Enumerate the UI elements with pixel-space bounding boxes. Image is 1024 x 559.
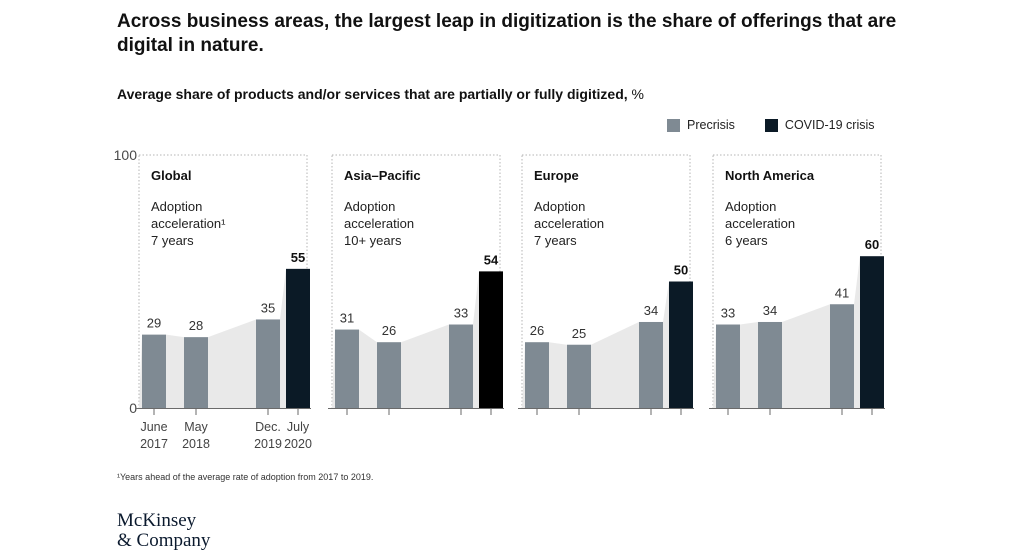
bar-value-label: 33 <box>454 306 468 321</box>
panel-2: 26 25 34 50 Europe Adoption acceleration 7 year… <box>518 154 694 415</box>
x-tick-label: 2017 <box>140 437 168 451</box>
bar-value-label: 29 <box>147 316 161 331</box>
bar-value-label: 25 <box>572 326 586 341</box>
bar-2 <box>256 319 280 408</box>
bar-2 <box>830 304 854 408</box>
bar-1 <box>377 342 401 408</box>
panel-title: Global <box>151 168 191 183</box>
panel-desc-line: 7 years <box>534 233 577 248</box>
chart-subtitle: Average share of products and/or service… <box>117 86 644 102</box>
bar-value-label: 26 <box>530 323 544 338</box>
subtitle-main: Average share of products and/or service… <box>117 86 628 102</box>
bar-1 <box>758 321 782 408</box>
x-tick-label: 2018 <box>182 437 210 451</box>
bar-1 <box>567 344 591 408</box>
x-tick-label: July <box>287 420 310 434</box>
panel-desc-line: Adoption <box>725 199 776 214</box>
panel-desc-line: Adoption <box>151 199 202 214</box>
panel-desc-line: acceleration <box>534 216 604 231</box>
logo-line-2: & Company <box>117 530 211 551</box>
x-tick-label: Dec. <box>255 420 281 434</box>
bar-value-label: 41 <box>835 285 849 300</box>
x-tick-label: May <box>184 420 208 434</box>
bar-0 <box>335 329 359 408</box>
bar-value-label: 26 <box>382 323 396 338</box>
trend-area <box>522 281 669 408</box>
panel-1: 31 26 33 54 Asia–Pacific Adoption acceleration… <box>328 154 504 415</box>
panel-title: Asia–Pacific <box>344 168 421 183</box>
chart-area: 100 0 29 28 35 55 Global Adoption acceleration¹ 7… <box>114 147 885 451</box>
bar-value-label: 31 <box>340 311 354 326</box>
legend-label-covid: COVID-19 crisis <box>784 118 875 132</box>
panel-0: 29 28 35 55 Global Adoption acceleration¹ 7 yea… <box>135 154 312 451</box>
trend-area <box>332 271 479 408</box>
panel-desc-line: Adoption <box>344 199 395 214</box>
y-tick-label-0: 0 <box>129 400 137 416</box>
panel-desc-line: Adoption <box>534 199 585 214</box>
x-tick-label: June <box>140 420 167 434</box>
bar-2 <box>639 321 663 408</box>
logo-line-1: McKinsey <box>117 510 197 531</box>
bar-3 <box>286 268 310 408</box>
bar-value-label: 33 <box>721 306 735 321</box>
bar-0 <box>525 342 549 408</box>
bar-value-label: 54 <box>484 252 499 267</box>
bar-value-label: 34 <box>763 303 777 318</box>
bar-value-label: 28 <box>189 318 203 333</box>
trend-area <box>713 256 860 408</box>
panel-desc-line: 10+ years <box>344 233 402 248</box>
legend-label-precrisis: Precrisis <box>687 118 735 132</box>
bar-value-label: 50 <box>674 263 688 278</box>
footnote: ¹Years ahead of the average rate of adop… <box>117 472 374 482</box>
bar-value-label: 60 <box>865 237 879 252</box>
panel-title: North America <box>725 168 815 183</box>
subtitle-unit: % <box>627 86 644 102</box>
bar-value-label: 34 <box>644 303 658 318</box>
panel-desc-line: acceleration¹ <box>151 216 226 231</box>
x-tick-label: 2019 <box>254 437 282 451</box>
panel-desc-line: 6 years <box>725 233 768 248</box>
legend-item-covid: COVID-19 crisis <box>764 118 875 132</box>
chart-title: Across business areas, the largest leap … <box>117 11 897 56</box>
legend-swatch-covid <box>764 118 778 132</box>
panel-desc-line: acceleration <box>725 216 795 231</box>
bar-0 <box>716 324 740 408</box>
bar-2 <box>449 324 473 408</box>
x-tick-label: 2020 <box>284 437 312 451</box>
panel-desc-line: 7 years <box>151 233 194 248</box>
trend-area <box>139 268 286 408</box>
bar-value-label: 55 <box>291 250 305 265</box>
legend-swatch-precrisis <box>667 118 680 132</box>
mckinsey-logo: McKinsey & Company <box>117 511 210 551</box>
y-tick-label-100: 100 <box>114 147 138 163</box>
bar-3 <box>860 256 884 408</box>
panel-desc-line: acceleration <box>344 216 414 231</box>
panel-3: 33 34 41 60 North America Adoption acceleratio… <box>709 154 885 415</box>
bar-0 <box>142 334 166 408</box>
legend: Precrisis COVID-19 crisis <box>667 118 875 132</box>
legend-item-precrisis: Precrisis <box>667 118 735 132</box>
bar-1 <box>184 337 208 408</box>
bar-3 <box>479 271 503 408</box>
bar-value-label: 35 <box>261 300 275 315</box>
panel-title: Europe <box>534 168 579 183</box>
bar-3 <box>669 281 693 408</box>
